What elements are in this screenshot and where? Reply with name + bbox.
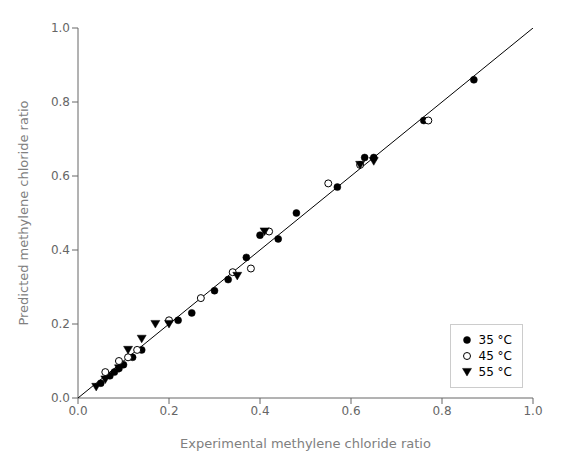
svg-text:0.2: 0.2 <box>159 404 178 418</box>
svg-text:0.2: 0.2 <box>51 317 70 331</box>
html-text:45 °C: 45 °C <box>478 349 512 363</box>
html-text:55 °C: 55 °C <box>478 365 512 379</box>
svg-text:Predicted methylene chloride r: Predicted methylene chloride ratio <box>16 100 31 325</box>
svg-text:0.4: 0.4 <box>250 404 269 418</box>
svg-text:0.6: 0.6 <box>51 169 70 183</box>
svg-text:0.8: 0.8 <box>432 404 451 418</box>
svg-text:Experimental methylene chlorid: Experimental methylene chloride ratio <box>180 436 431 451</box>
svg-text:1.0: 1.0 <box>51 21 70 35</box>
svg-text:0.4: 0.4 <box>51 243 70 257</box>
html-text:35 °C: 35 °C <box>478 333 512 347</box>
svg-text:0.0: 0.0 <box>51 391 70 405</box>
svg-text:0.8: 0.8 <box>51 95 70 109</box>
svg-text:0.0: 0.0 <box>68 404 87 418</box>
svg-text:0.6: 0.6 <box>341 404 360 418</box>
svg-text:1.0: 1.0 <box>523 404 542 418</box>
